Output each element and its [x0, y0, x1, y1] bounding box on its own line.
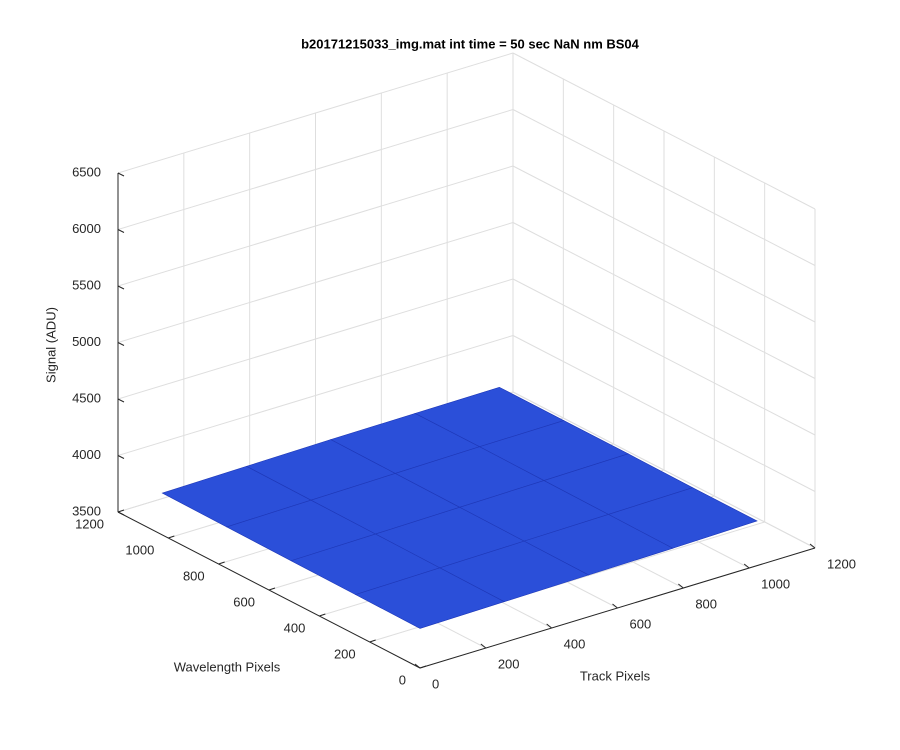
x-axis-title: Track Pixels [580, 668, 651, 683]
x-tick-label: 200 [498, 656, 520, 671]
x-tick-label: 400 [564, 636, 586, 651]
z-tick-label: 5000 [72, 334, 101, 349]
z-tick [117, 398, 125, 403]
y-tick [369, 639, 376, 643]
x-tick-label: 0 [432, 676, 439, 691]
grid-line [117, 335, 514, 456]
x-tick [480, 643, 487, 649]
y-tick-label: 800 [183, 568, 205, 583]
y-tick-label: 0 [399, 672, 406, 687]
x-tick [414, 663, 421, 669]
x-tick-label: 1200 [827, 556, 856, 571]
y-axis-title: Wavelength Pixels [174, 659, 281, 674]
z-tick-label: 4000 [72, 447, 101, 462]
z-tick-label: 3500 [72, 503, 101, 518]
z-tick [117, 229, 125, 233]
grid-line [512, 165, 816, 323]
x-tick-label: 600 [630, 616, 652, 631]
grid-line [117, 165, 514, 287]
z-tick [117, 511, 125, 516]
y-tick [117, 509, 125, 513]
grid-line [512, 391, 816, 549]
grid-line [512, 335, 816, 492]
x-tick [678, 583, 684, 589]
y-tick-label: 600 [233, 594, 255, 609]
grid-line [512, 52, 816, 210]
z-tick [117, 172, 125, 177]
grid-line [512, 109, 816, 266]
z-tick-label: 6500 [72, 164, 101, 179]
z-tick [117, 285, 125, 290]
z-tick-label: 5500 [72, 277, 101, 292]
x-tick [546, 623, 552, 629]
z-tick-label: 4500 [72, 390, 101, 405]
y-tick-label: 400 [284, 620, 306, 635]
chart-title: b20171215033_img.mat int time = 50 sec N… [301, 36, 640, 51]
y-tick-label: 1000 [125, 542, 154, 557]
y-tick [268, 587, 276, 591]
x-tick [743, 563, 750, 569]
grid-line [117, 278, 514, 400]
x-tick [809, 543, 816, 549]
z-tick [117, 342, 125, 346]
grid-line [512, 222, 816, 379]
y-tick [168, 535, 175, 539]
y-tick [218, 561, 225, 565]
z-tick [117, 455, 125, 459]
x-tick [612, 603, 618, 609]
grid-line [117, 222, 514, 343]
surface-patch [354, 567, 506, 629]
grid-line [117, 52, 514, 174]
z-axis-title: Signal (ADU) [43, 307, 58, 383]
grid-line [512, 278, 816, 436]
y-tick [419, 665, 427, 669]
x-tick-label: 800 [695, 596, 717, 611]
x-tick-label: 1000 [761, 576, 790, 591]
y-tick [319, 613, 326, 617]
z-tick-label: 6000 [72, 221, 101, 236]
y-tick-label: 1200 [75, 516, 104, 531]
grid-line [117, 109, 514, 230]
y-tick-label: 200 [334, 646, 356, 661]
